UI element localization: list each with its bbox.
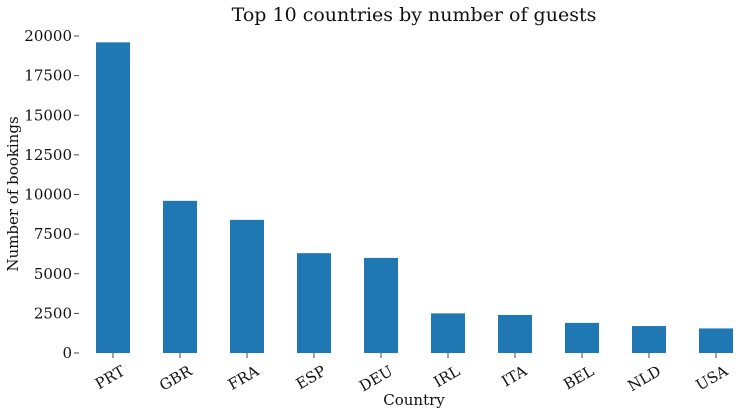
bar-usa [699, 328, 733, 353]
bar-deu [364, 257, 398, 353]
bar-gbr [163, 200, 197, 353]
y-tick-label: 10000 [24, 186, 72, 204]
y-tick-label: 17500 [24, 67, 72, 85]
bar-esp [297, 253, 331, 353]
x-axis-label: Country [383, 391, 445, 409]
y-tick-label: 15000 [24, 106, 72, 124]
y-tick-label: 12500 [24, 146, 72, 164]
bar-prt [96, 42, 130, 354]
x-tick-label-nld: NLD [625, 362, 664, 395]
bars-group [96, 42, 733, 354]
y-tick-label: 0 [62, 344, 72, 362]
bar-nld [632, 326, 666, 353]
bar-irl [431, 313, 465, 353]
x-tick-label-usa: USA [693, 362, 731, 395]
x-tick-label-esp: ESP [293, 362, 329, 393]
x-tick-label-fra: FRA [225, 362, 262, 394]
x-axis-ticks: PRT GBR FRA ESP DEU IRL ITA BEL NLD USA [92, 353, 731, 395]
y-tick-label: 20000 [24, 27, 72, 45]
x-tick-label-ita: ITA [499, 362, 531, 391]
chart-title: Top 10 countries by number of guests [232, 4, 597, 26]
y-axis-label: Number of bookings [4, 116, 22, 271]
x-tick-label-bel: BEL [560, 362, 597, 394]
bar-fra [230, 219, 264, 353]
x-tick-label-prt: PRT [92, 362, 128, 393]
y-tick-label: 7500 [34, 225, 72, 243]
bar-bel [565, 322, 599, 353]
x-tick-label-irl: IRL [430, 362, 463, 391]
y-axis-ticks: 0 2500 5000 7500 10000 12500 15000 17500 20000 [24, 27, 79, 362]
y-tick-label: 5000 [34, 265, 72, 283]
x-tick-label-gbr: GBR [156, 362, 195, 395]
bar-ita [498, 314, 532, 353]
y-tick-label: 2500 [34, 304, 72, 322]
